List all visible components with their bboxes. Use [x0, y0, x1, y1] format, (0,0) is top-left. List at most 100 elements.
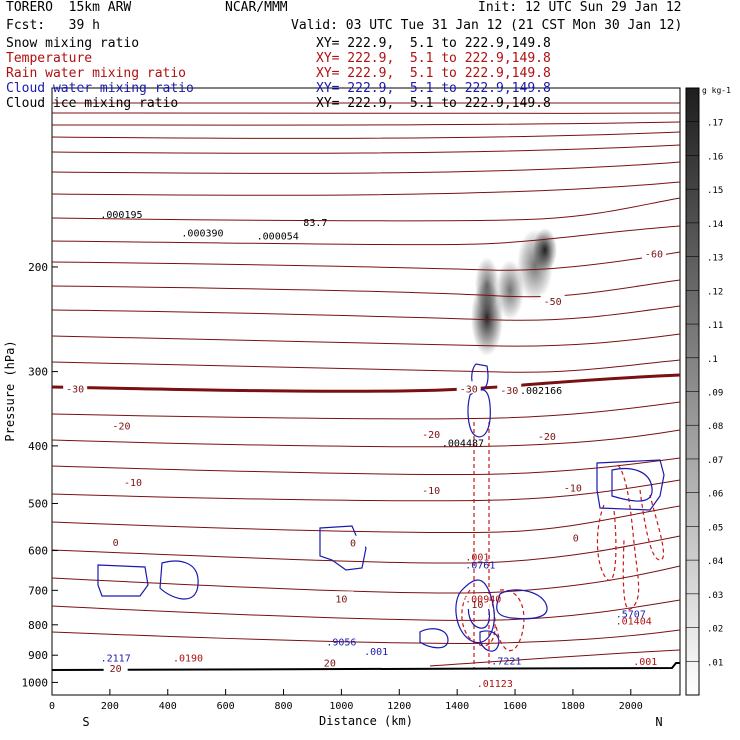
rain-contour — [617, 464, 640, 610]
isotherm-line — [51, 225, 681, 246]
y-tick-label: 800 — [28, 619, 48, 632]
x-axis-label: Distance (km) — [319, 714, 413, 728]
isotherm-line — [51, 161, 681, 174]
cloud-contour — [467, 599, 490, 629]
cloud-contour — [455, 579, 495, 644]
colorbar-label: .06 — [707, 490, 723, 500]
colorbar-label: .13 — [707, 254, 723, 264]
colorbar-label: .01 — [707, 658, 723, 668]
colorbar-label: .1 — [707, 355, 718, 365]
y-tick-label: 300 — [28, 366, 48, 379]
temperature-labels: -60 -50 -30 -30 -30 -20 -20 -20 -10 -10 -10 0 0 0 10 10… — [63, 246, 666, 675]
colorbar-label: .15 — [707, 186, 723, 196]
south-label: S — [82, 715, 89, 729]
y-tick-label: 600 — [28, 545, 48, 558]
cloud-water-contours — [97, 363, 665, 652]
temperature-label: 0 — [113, 538, 119, 549]
temperature-label-bg — [329, 591, 354, 604]
extremum-label: .2117 — [101, 653, 131, 664]
isotherm-line — [51, 121, 681, 126]
snow-shading — [471, 228, 557, 356]
isotherm-line — [51, 629, 681, 644]
cloud-contour — [97, 564, 149, 597]
temperature-label-bg — [63, 381, 88, 394]
isotherm-line — [51, 457, 681, 476]
temperature-label: -20 — [422, 430, 440, 441]
rain-contour — [495, 589, 525, 652]
extremum-label: .001 — [364, 647, 388, 658]
legend-field-rain: Rain water mixing ratio — [6, 66, 187, 81]
colorbar-label: .16 — [707, 152, 723, 162]
center-title: NCAR/MMM — [225, 0, 288, 15]
temperature-label: -30 — [500, 386, 518, 397]
colorbar-label: .05 — [707, 523, 723, 533]
temperature-label: -20 — [538, 432, 556, 443]
north-label: N — [655, 715, 662, 729]
x-axis: 0 200 400 600 800 1000 1200 1400 1600 1800 2000 — [49, 689, 643, 712]
y-tick-label: 700 — [28, 584, 48, 597]
temperature-label: 10 — [471, 600, 483, 611]
x-tick-label: 0 — [49, 701, 55, 712]
isotherm-line — [51, 599, 681, 621]
isotherm-line — [51, 359, 681, 373]
cloud-contour — [596, 459, 665, 511]
colorbar-label: .17 — [707, 119, 723, 129]
colorbar-label: .08 — [707, 422, 723, 432]
temperature-label: -30 — [460, 384, 478, 395]
isotherm-line — [51, 333, 681, 347]
x-tick-label: 1400 — [445, 701, 469, 712]
temperature-label: -10 — [564, 483, 582, 494]
cloud-contour — [611, 467, 653, 502]
temperature-label-bg — [317, 655, 342, 668]
rain-contour — [596, 504, 617, 581]
cloud-contour — [467, 388, 491, 438]
cloud-contour — [159, 560, 199, 600]
temperature-label-bg — [419, 426, 444, 439]
temperature-label-bg — [103, 534, 128, 547]
temperature-label: 0 — [573, 533, 579, 544]
colorbar-label: .09 — [707, 389, 723, 399]
extremum-label: .001 — [633, 657, 657, 668]
init-time: Init: 12 UTC Sun 29 Jan 12 — [478, 0, 682, 15]
x-tick-label: 1200 — [387, 701, 411, 712]
temperature-label-bg — [560, 480, 585, 493]
y-tick-label: 400 — [28, 440, 48, 453]
extremum-label: .01404 — [616, 617, 652, 628]
extremum-label: .0190 — [173, 653, 203, 664]
y-axis: 200 300 400 500 600 700 800 900 1000 — [22, 261, 58, 689]
isotherm-line — [51, 131, 681, 139]
extremum-label: .000195 — [100, 210, 142, 221]
forecast-hour: Fcst: 39 h — [6, 18, 100, 33]
temperature-label: -30 — [66, 384, 84, 395]
extremum-label: .01123 — [477, 679, 513, 690]
y-tick-label: 200 — [28, 261, 48, 274]
cloud-contour — [319, 525, 367, 571]
isotherm-line — [51, 305, 681, 321]
y-tick-label: 1000 — [22, 676, 49, 689]
extremum-label: .000390 — [181, 228, 223, 239]
colorbar-label: .12 — [707, 287, 723, 297]
rain-contour — [639, 489, 665, 561]
plot-frame — [51, 87, 681, 696]
temperature-label-bg — [456, 381, 481, 394]
temperature-label: -10 — [124, 478, 142, 489]
extremum-label: 83.7 — [303, 218, 327, 229]
temperature-label-bg — [497, 382, 522, 395]
isotherm-line — [51, 251, 681, 271]
x-tick-label: 1800 — [561, 701, 585, 712]
isotherm-line — [429, 649, 681, 667]
isotherm-line — [51, 565, 681, 594]
colorbar: .01 .02 .03 .04 .05 .06 .07 .08 .09 .1 .11 .12 .13 .1… — [685, 86, 731, 696]
extremum-label: .001 — [465, 552, 489, 563]
cloud-contour — [479, 630, 500, 652]
valid-time: Valid: 03 UTC Tue 31 Jan 12 (21 CST Mon … — [291, 18, 683, 33]
extremum-labels: .000195 .000390 .000054 83.7 .004487 .002166.… — [100, 210, 657, 690]
temperature-label: 20 — [110, 664, 122, 675]
legend-field-cloud-water: Cloud water mixing ratio — [6, 81, 194, 96]
model-title: TORERO 15km ARW — [6, 0, 132, 15]
temperature-label: 0 — [350, 539, 356, 550]
temperature-label: 20 — [324, 658, 336, 669]
x-tick-label: 2000 — [619, 701, 643, 712]
extremum-label: .00940 — [465, 594, 501, 605]
